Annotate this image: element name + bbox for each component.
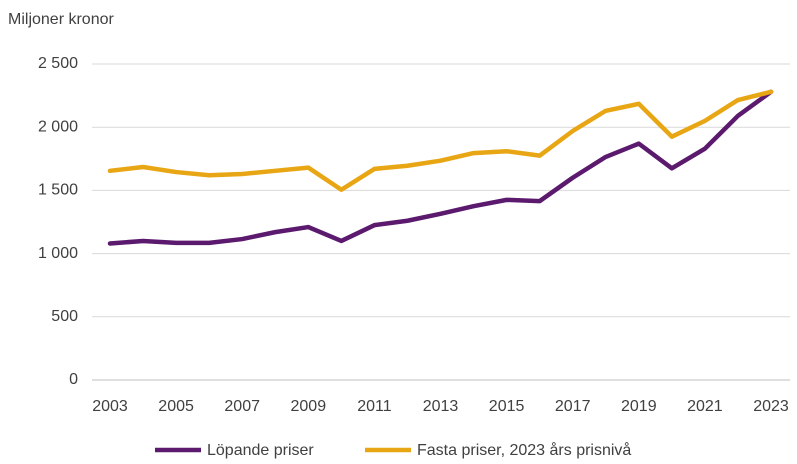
- y-tick-label: 0: [69, 371, 78, 388]
- legend-label: Löpande priser: [207, 442, 314, 459]
- x-tick-label: 2019: [621, 398, 657, 415]
- y-axis-title: Miljoner kronor: [8, 11, 114, 28]
- legend-label: Fasta priser, 2023 års prisnivå: [417, 441, 631, 459]
- y-tick-label: 1 500: [38, 182, 78, 199]
- x-tick-label: 2015: [489, 398, 525, 415]
- x-tick-label: 2017: [555, 398, 591, 415]
- y-tick-label: 500: [51, 308, 78, 325]
- x-tick-label: 2013: [423, 398, 459, 415]
- x-tick-label: 2007: [224, 398, 260, 415]
- x-tick-label: 2021: [687, 398, 723, 415]
- y-tick-label: 2 000: [38, 118, 78, 135]
- y-tick-label: 2 500: [38, 55, 78, 72]
- x-tick-label: 2005: [158, 398, 194, 415]
- y-tick-label: 1 000: [38, 245, 78, 262]
- x-tick-label: 2009: [291, 398, 327, 415]
- data-line: [107, 89, 774, 246]
- x-tick-label: 2023: [753, 398, 789, 415]
- data-line: [107, 89, 774, 193]
- x-tick-label: 2003: [92, 398, 128, 415]
- x-tick-label: 2011: [357, 398, 392, 415]
